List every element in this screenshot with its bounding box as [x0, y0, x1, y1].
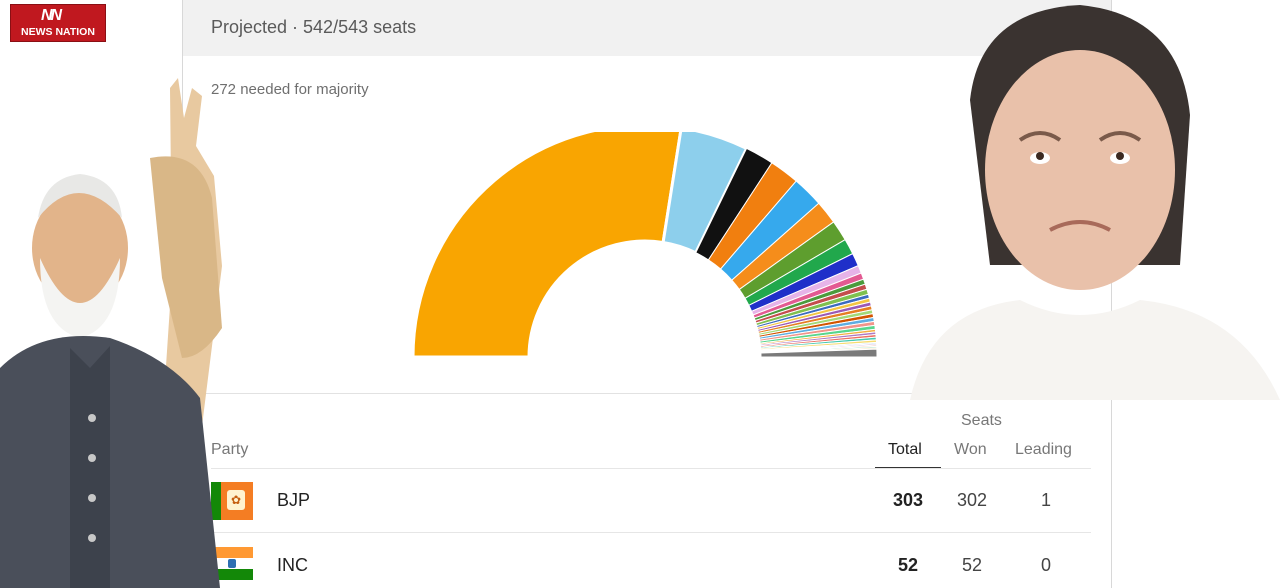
- inc-flag-icon: [211, 547, 253, 585]
- chart-slice-bjp[interactable]: [413, 132, 683, 359]
- hand-icon: [228, 559, 236, 568]
- party-name-bjp: BJP: [277, 490, 311, 510]
- projected-seats-title: Projected · 542/543 seats: [211, 17, 417, 37]
- inc-total-seats: 52: [897, 555, 919, 575]
- section-divider: [183, 393, 1111, 394]
- row-divider: [211, 532, 1091, 533]
- card-header: Projected · 542/543 seats: [183, 0, 1111, 56]
- inc-leading-seats: 0: [1040, 555, 1051, 575]
- logo-wordmark: NEWS NATION: [21, 26, 95, 38]
- election-results-card: Projected · 542/543 seats 272 needed for…: [182, 0, 1112, 588]
- party-name-inc: INC: [277, 555, 308, 575]
- news-nation-logo: NN NEWS NATION: [10, 4, 106, 42]
- header-row-divider: [211, 468, 1091, 469]
- lotus-icon: ✿: [227, 490, 245, 510]
- flag-saffron-stripe: [211, 547, 253, 558]
- chart-slice-party-33[interactable]: [760, 348, 877, 358]
- leading-column-header[interactable]: Leading: [1015, 441, 1072, 458]
- bjp-total-seats: 303: [892, 490, 924, 510]
- bjp-won-seats: 302: [956, 490, 988, 510]
- majority-note: 272 needed for majority: [211, 81, 369, 98]
- leader-victory-photo: [0, 78, 222, 588]
- seats-group-header: Seats: [961, 412, 1002, 429]
- bjp-leading-seats: 1: [1040, 490, 1051, 510]
- bjp-flag-icon: ✿: [211, 482, 253, 520]
- logo-mark: NN: [41, 7, 62, 24]
- flag-green-stripe: [211, 569, 253, 580]
- flag-white-stripe: [211, 558, 253, 569]
- total-column-header[interactable]: Total: [888, 441, 922, 458]
- seat-share-half-donut-chart: [413, 132, 877, 359]
- won-column-header[interactable]: Won: [954, 441, 987, 458]
- flag-green-stripe: [211, 482, 221, 520]
- chart-slices: [413, 132, 877, 359]
- inc-won-seats: 52: [961, 555, 983, 575]
- leader-looking-up-photo: [910, 5, 1280, 400]
- party-column-header: Party: [211, 441, 249, 458]
